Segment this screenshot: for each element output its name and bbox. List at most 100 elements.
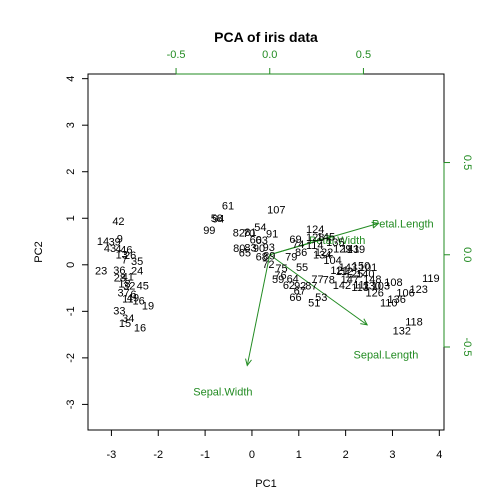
x-tick-label: -1	[200, 449, 210, 461]
observation-label: 7	[121, 255, 127, 267]
observation-label: 113	[351, 282, 369, 294]
observation-label: 18	[118, 278, 130, 290]
observation-label: 26	[124, 250, 136, 262]
observation-label: 43	[104, 243, 116, 255]
observation-label: 129	[333, 244, 351, 256]
observation-label: 81	[244, 227, 256, 239]
x-tick-label: 1	[296, 449, 302, 461]
observation-label: 32	[123, 280, 135, 292]
observation-label: 35	[131, 256, 143, 268]
loading-arrowhead	[245, 358, 252, 367]
observation-label: 74	[292, 239, 304, 251]
observation-label: 118	[405, 317, 423, 329]
observation-label: 37	[117, 288, 129, 300]
y-tick-label: 0	[65, 262, 77, 268]
x-tick-label: 4	[436, 449, 442, 461]
observation-label: 46	[120, 244, 132, 256]
observation-label: 67	[294, 285, 306, 297]
loading-arrow	[246, 254, 271, 366]
observation-label: 134	[313, 250, 331, 262]
observation-label: 72	[262, 259, 274, 271]
observation-label: 119	[422, 273, 440, 285]
observation-label: 104	[323, 255, 341, 267]
y-axis-title: PC2	[33, 241, 45, 262]
observation-label: 55	[296, 262, 308, 274]
observation-label: 126	[365, 287, 383, 299]
x-tick-label: 2	[343, 449, 349, 461]
observation-label: 79	[285, 251, 297, 263]
loading-arrowhead	[324, 234, 333, 242]
observation-label: 41	[122, 271, 134, 283]
y-tick-label: -1	[65, 306, 77, 316]
observation-label: 33	[113, 305, 125, 317]
chart-title: PCA of iris data	[214, 29, 318, 45]
observation-label: 106	[396, 288, 414, 300]
observation-label: 101	[359, 262, 377, 274]
observation-label: 78	[323, 275, 335, 287]
top-axis: -0.5 0.0 0.5	[167, 49, 371, 75]
loadings-layer: Sepal.Length Sepal.Width Petal.Length Petal…	[193, 218, 433, 398]
top-tick-label: 0.0	[262, 49, 277, 61]
observation-label: 68	[256, 251, 268, 263]
observation-label: 121	[330, 265, 348, 277]
observation-label: 125	[345, 269, 363, 281]
observation-label: 93	[263, 242, 275, 254]
loading-arrow	[269, 254, 368, 326]
observation-label: 139	[347, 244, 365, 256]
observation-label: 91	[266, 229, 278, 241]
observation-label: 122	[315, 247, 333, 259]
observation-label: 66	[289, 292, 301, 304]
observation-label: 11	[122, 293, 133, 305]
y-tick-label: -3	[65, 400, 77, 410]
observation-label: 148	[363, 274, 381, 286]
observation-label: 128	[306, 232, 324, 244]
top-tick-label: 0.5	[356, 49, 371, 61]
observation-label: 51	[308, 297, 320, 309]
observation-label: 145	[317, 231, 335, 243]
observation-label: 42	[112, 216, 124, 228]
right-axis: -0.5 0.0 0.5	[443, 155, 473, 356]
observation-label: 24	[131, 265, 143, 277]
right-tick-label: 0.5	[461, 155, 473, 170]
bottom-axis: -3 -2 -1 0 1 2 3 4	[107, 430, 442, 461]
y-tick-label: 2	[65, 169, 77, 175]
observation-label: 108	[384, 277, 402, 289]
observation-label: 60	[250, 235, 262, 247]
observation-label: 34	[122, 313, 134, 325]
observation-label: 53	[315, 292, 327, 304]
observation-label: 16	[134, 323, 146, 335]
observation-label: 130	[363, 281, 381, 293]
observation-label: 16	[132, 296, 144, 308]
observation-label: 123	[410, 284, 428, 296]
observation-label: 65	[239, 248, 251, 260]
x-tick-label: -3	[107, 449, 117, 461]
top-tick-label: -0.5	[167, 49, 186, 61]
observation-label: 13	[116, 250, 128, 262]
observation-label: 132	[393, 325, 411, 337]
observation-label: 59	[272, 274, 284, 286]
y-tick-label: 1	[65, 215, 77, 221]
observation-label: 45	[137, 281, 149, 293]
observation-label: 150	[352, 261, 370, 273]
observation-label: 80	[233, 243, 245, 255]
observation-label: 28	[114, 272, 126, 284]
observation-label: 147	[341, 274, 359, 286]
observation-label: 94	[212, 213, 224, 225]
observation-label: 135	[326, 237, 344, 249]
observation-label: 114	[306, 240, 324, 252]
y-tick-label: 4	[65, 76, 77, 82]
observation-label: 92	[294, 281, 306, 293]
observation-label: 19	[142, 301, 154, 313]
observation-label: 76	[274, 270, 286, 282]
observation-label: 63	[256, 235, 268, 247]
left-axis: -3 -2 -1 0 1 2 3 4	[65, 76, 88, 410]
loading-label: Sepal.Length	[353, 349, 418, 361]
observation-label: 90	[253, 243, 265, 255]
observation-label: 89	[263, 250, 275, 262]
loading-arrowhead	[360, 318, 369, 326]
observation-label: 54	[254, 222, 266, 234]
observation-label: 15	[119, 318, 131, 330]
observation-label: 141	[341, 244, 359, 256]
observation-label: 75	[275, 263, 287, 275]
